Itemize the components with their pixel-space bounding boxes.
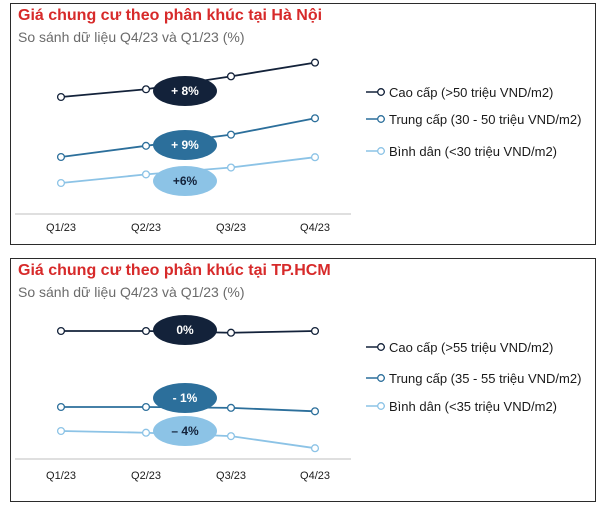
legend-item-trung-cap: Trung cấp (35 - 55 triệu VND/m2) <box>365 369 581 387</box>
change-badge <box>153 130 217 160</box>
data-point <box>56 178 66 188</box>
data-point <box>310 114 320 123</box>
data-point <box>56 326 66 336</box>
legend-label: Cao cấp (>50 triệu VND/m2) <box>389 84 554 100</box>
data-point <box>56 402 66 412</box>
legend-item-trung-cap: Trung cấp (30 - 50 triệu VND/m2) <box>365 110 581 128</box>
chart-subtitle: So sánh dữ liệu Q4/23 và Q1/23 (%) <box>18 284 245 300</box>
legend-marker <box>366 147 385 155</box>
change-badge-label: – 4% <box>171 424 199 438</box>
data-point <box>141 402 151 412</box>
data-point <box>310 407 320 416</box>
change-badge <box>153 383 217 413</box>
change-badge-label: + 9% <box>171 138 199 152</box>
data-point <box>56 152 66 162</box>
legend-label: Trung cấp (30 - 50 triệu VND/m2) <box>389 111 582 127</box>
line-chart-hcmc: Q1/23 Q2/23 Q3/23 Q4/23 0% - 1% – 4% <box>15 315 351 482</box>
change-badge-label: + 8% <box>171 84 199 98</box>
legend-item-cao-cap: Cao cấp (>50 triệu VND/m2) <box>365 83 553 101</box>
change-badge <box>153 166 217 196</box>
chart-title: Giá chung cư theo phân khúc tại Hà Nội <box>18 7 323 24</box>
change-badge <box>153 315 217 345</box>
legend-marker <box>366 115 385 123</box>
data-point <box>226 328 236 337</box>
chart-title: Giá chung cư theo phân khúc tại TP.HCM <box>18 262 331 279</box>
legend-label: Trung cấp (35 - 55 triệu VND/m2) <box>389 370 582 386</box>
x-tick-label: Q1/23 <box>46 222 76 234</box>
legend-marker <box>366 402 385 410</box>
x-tick-label: Q3/23 <box>216 222 246 234</box>
data-point <box>310 326 320 336</box>
legend-item-binh-dan: Bình dân (<35 triệu VND/m2) <box>365 397 557 415</box>
data-point <box>56 92 66 102</box>
data-point <box>141 428 151 437</box>
legend-marker <box>366 88 385 96</box>
data-point <box>226 163 236 172</box>
x-tick-label: Q1/23 <box>46 470 76 482</box>
data-point <box>310 444 320 453</box>
change-badge <box>153 416 217 446</box>
data-point <box>141 85 151 94</box>
data-point <box>141 141 151 150</box>
x-tick-label: Q4/23 <box>300 222 330 234</box>
x-tick-label: Q4/23 <box>300 470 330 482</box>
legend-label: Cao cấp (>55 triệu VND/m2) <box>389 339 554 355</box>
line-chart-hanoi: Q1/23 Q2/23 Q3/23 Q4/23 + 8% + 9% +6% <box>15 58 351 234</box>
change-badge <box>153 76 217 106</box>
change-badge-label: 0% <box>176 323 194 337</box>
legend-marker <box>366 374 385 382</box>
data-point <box>226 432 236 441</box>
x-tick-label: Q3/23 <box>216 470 246 482</box>
data-point <box>141 326 151 336</box>
legend-label: Bình dân (<35 triệu VND/m2) <box>389 398 557 414</box>
data-point <box>310 58 320 67</box>
x-tick-label: Q2/23 <box>131 222 161 234</box>
data-point <box>226 130 236 139</box>
data-point <box>141 170 151 179</box>
change-badge-label: +6% <box>173 174 198 188</box>
data-point <box>310 153 320 162</box>
chart-panel-hcmc: Giá chung cư theo phân khúc tại TP.HCM S… <box>10 258 596 502</box>
data-point <box>226 403 236 412</box>
legend-label: Bình dân (<30 triệu VND/m2) <box>389 143 557 159</box>
change-badge-label: - 1% <box>173 391 198 405</box>
legend-item-cao-cap: Cao cấp (>55 triệu VND/m2) <box>365 338 553 356</box>
data-point <box>226 72 236 81</box>
chart-subtitle: So sánh dữ liệu Q4/23 và Q1/23 (%) <box>18 29 245 45</box>
x-tick-label: Q2/23 <box>131 470 161 482</box>
data-point <box>56 426 66 436</box>
legend-item-binh-dan: Bình dân (<30 triệu VND/m2) <box>365 142 557 160</box>
legend-marker <box>366 343 385 351</box>
chart-panel-hanoi: Giá chung cư theo phân khúc tại Hà Nội S… <box>10 3 596 245</box>
